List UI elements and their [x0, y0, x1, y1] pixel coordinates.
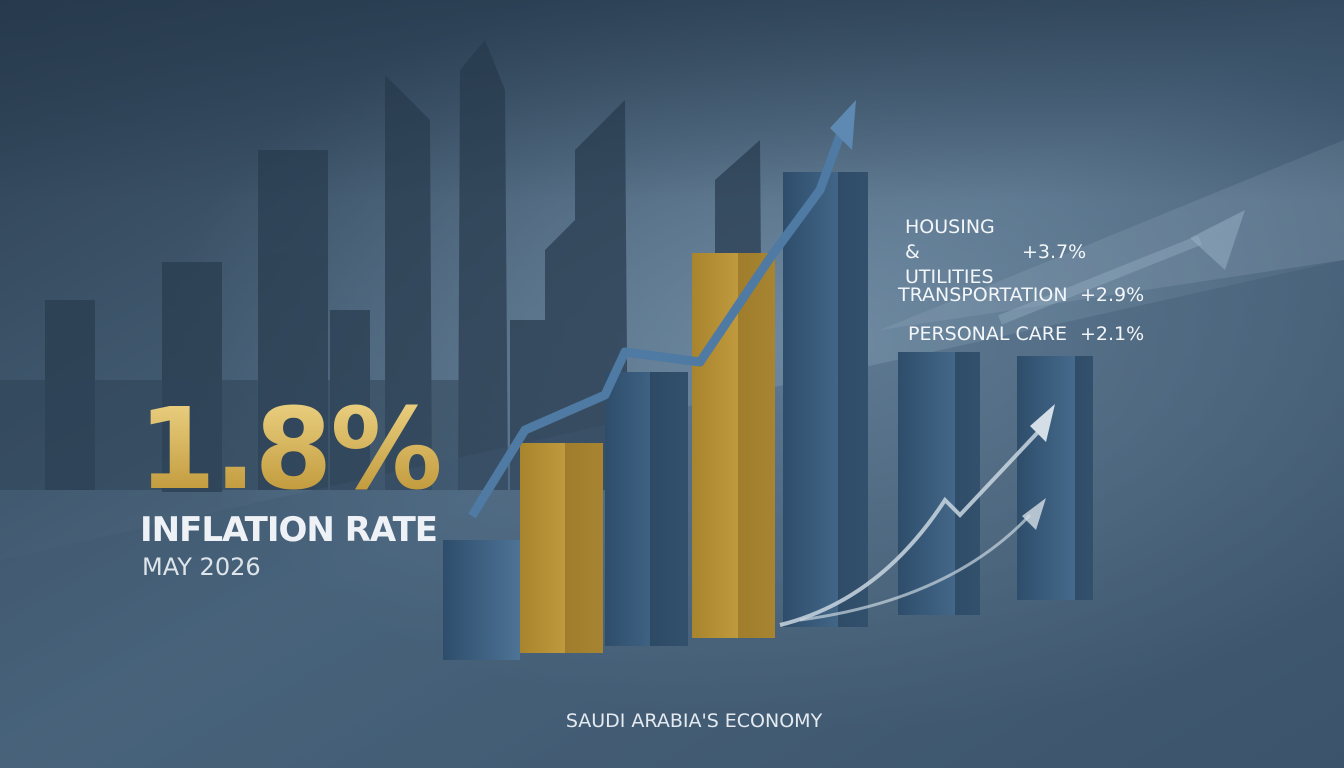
headline-label: INFLATION RATE: [140, 510, 438, 550]
category-change: +2.1%: [1080, 323, 1145, 345]
headline-value: 1.8%: [138, 385, 443, 515]
category-change: +2.9%: [1080, 284, 1145, 306]
footer: SAUDI ARABIA'S ECONOMY: [565, 710, 823, 732]
category-change: +3.7%: [1022, 241, 1087, 263]
headline-date: MAY 2026: [142, 553, 261, 581]
trend-arrow: [468, 100, 1245, 627]
category-label: TRANSPORTATION: [898, 284, 1068, 306]
category-label: PERSONAL CARE: [908, 323, 1067, 345]
category-label: HOUSING & UTILITIES: [905, 216, 995, 288]
